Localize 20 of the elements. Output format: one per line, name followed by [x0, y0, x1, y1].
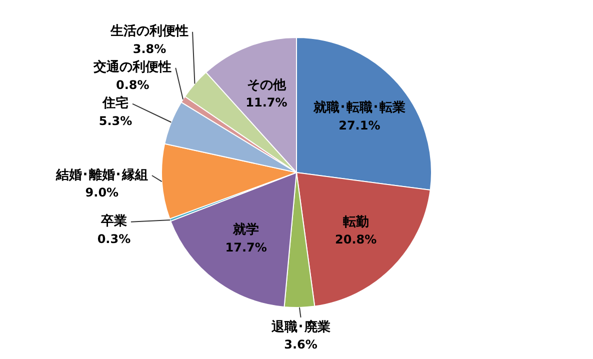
data-label: 3.8% — [132, 42, 166, 56]
slice-label: 転勤 — [342, 214, 369, 230]
data-label: 11.7% — [246, 96, 288, 110]
data-label: 17.7% — [225, 240, 267, 254]
data-label: 27.1% — [338, 118, 380, 132]
data-label: 0.3% — [97, 232, 131, 246]
data-label: 3.6% — [284, 338, 318, 352]
slice-label: 生活の利便性 — [110, 23, 189, 40]
slice-label: 卒業 — [100, 213, 127, 230]
slice-label: 就学 — [232, 222, 260, 238]
slice-label: 交通の利便性 — [92, 59, 172, 76]
slice-label: 退職･廃業 — [270, 318, 330, 335]
slice-label: 結婚･離婚･縁組 — [54, 168, 148, 183]
slice-label: その他 — [246, 78, 287, 93]
slice-label: 就職･転職･転業 — [312, 100, 406, 116]
data-label: 5.3% — [98, 114, 132, 128]
data-label: 20.8% — [335, 232, 377, 247]
data-label: 9.0% — [85, 186, 119, 200]
data-label: 0.8% — [116, 78, 150, 92]
slice-label: 住宅 — [102, 95, 129, 112]
